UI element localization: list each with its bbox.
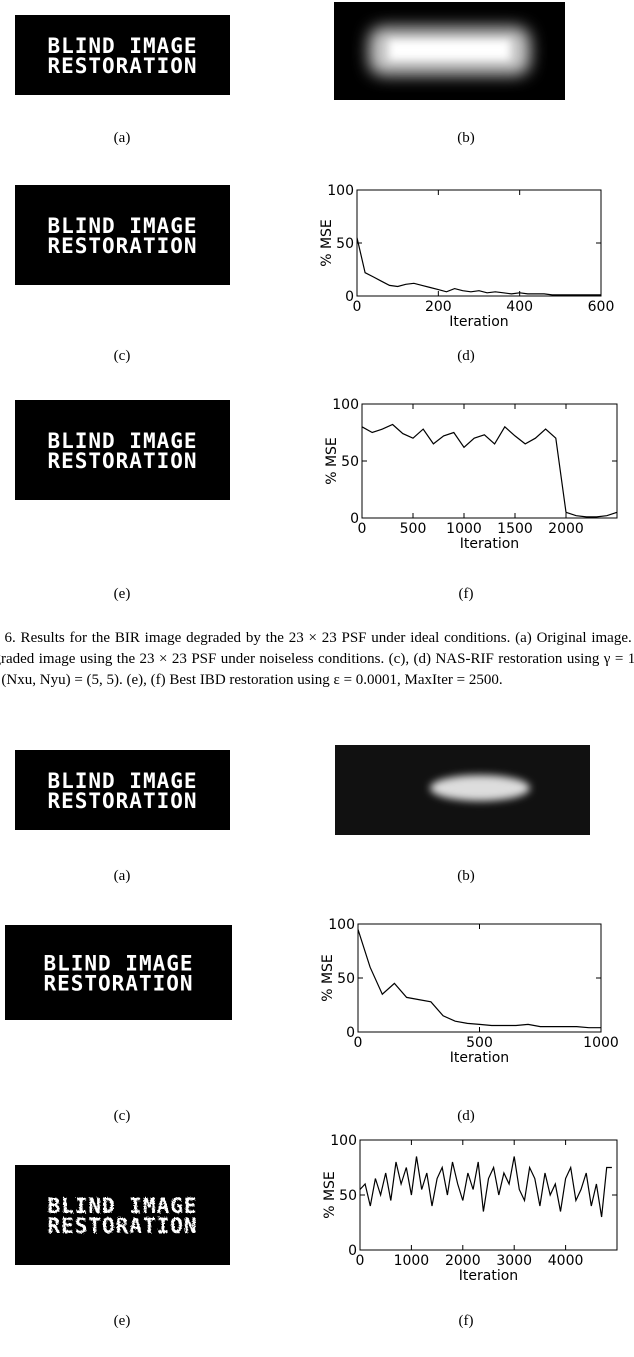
plot-area <box>358 924 601 1032</box>
image-text: RESTORATION <box>47 449 197 473</box>
x-tick-label: 0 <box>356 1253 365 1269</box>
panel-label: (f) <box>459 1313 474 1329</box>
x-tick-label: 1000 <box>394 1253 430 1269</box>
panel-label: (d) <box>457 1108 475 1124</box>
panel-label: (f) <box>459 586 474 602</box>
blurred-content <box>430 775 530 801</box>
x-tick-label: 400 <box>506 299 533 315</box>
panel-label: (c) <box>114 1108 131 1124</box>
plot-area <box>362 404 617 518</box>
image-text: RESTORATION <box>47 234 197 258</box>
blurred-content <box>389 40 510 60</box>
panel-label: (e) <box>114 586 131 602</box>
x-tick-label: 0 <box>354 1035 363 1051</box>
y-tick-label: 50 <box>337 971 355 987</box>
panel-label: (c) <box>114 348 131 364</box>
x-tick-label: 200 <box>425 299 452 315</box>
image-text: RESTORATION <box>47 54 197 78</box>
y-tick-label: 50 <box>339 1188 357 1204</box>
x-tick-label: 0 <box>358 521 367 537</box>
y-axis-label: % MSE <box>319 219 335 267</box>
page: (a)BLIND IMAGERESTORATION(b)(c)BLIND IMA… <box>0 0 634 1357</box>
y-tick-label: 50 <box>336 236 354 252</box>
panel-label: (a) <box>114 130 131 146</box>
x-tick-label: 1500 <box>497 521 533 537</box>
x-tick-label: 1000 <box>446 521 482 537</box>
x-tick-label: 2000 <box>445 1253 481 1269</box>
image-text: RESTORATION <box>43 972 193 996</box>
x-tick-label: 500 <box>400 521 427 537</box>
x-tick-label: 1000 <box>583 1035 619 1051</box>
y-tick-label: 100 <box>330 1133 357 1149</box>
image-text: RESTORATION <box>47 1214 197 1238</box>
y-axis-label: % MSE <box>322 1171 338 1219</box>
x-axis-label: Iteration <box>459 1268 518 1284</box>
x-tick-label: 4000 <box>548 1253 584 1269</box>
x-axis-label: Iteration <box>460 536 519 552</box>
figure-caption: Fig. 6. Results for the BIR image degrad… <box>0 628 634 691</box>
panel-label: (e) <box>114 1313 131 1329</box>
y-axis-label: % MSE <box>320 954 336 1002</box>
y-tick-label: 100 <box>332 397 359 413</box>
y-axis-label: % MSE <box>324 437 340 485</box>
x-tick-label: 500 <box>466 1035 493 1051</box>
panel-label: (d) <box>457 348 475 364</box>
panel-label: (a) <box>114 868 131 884</box>
x-tick-label: 3000 <box>496 1253 532 1269</box>
y-tick-label: 100 <box>327 183 354 199</box>
x-axis-label: Iteration <box>450 1050 509 1066</box>
plot-area <box>357 190 601 296</box>
x-tick-label: 2000 <box>548 521 584 537</box>
panel-label: (b) <box>457 130 475 146</box>
image-text: RESTORATION <box>47 789 197 813</box>
panel-label: (b) <box>457 868 475 884</box>
x-tick-label: 0 <box>353 299 362 315</box>
x-tick-label: 600 <box>588 299 615 315</box>
y-tick-label: 50 <box>341 454 359 470</box>
x-axis-label: Iteration <box>449 314 508 330</box>
y-tick-label: 100 <box>328 917 355 933</box>
